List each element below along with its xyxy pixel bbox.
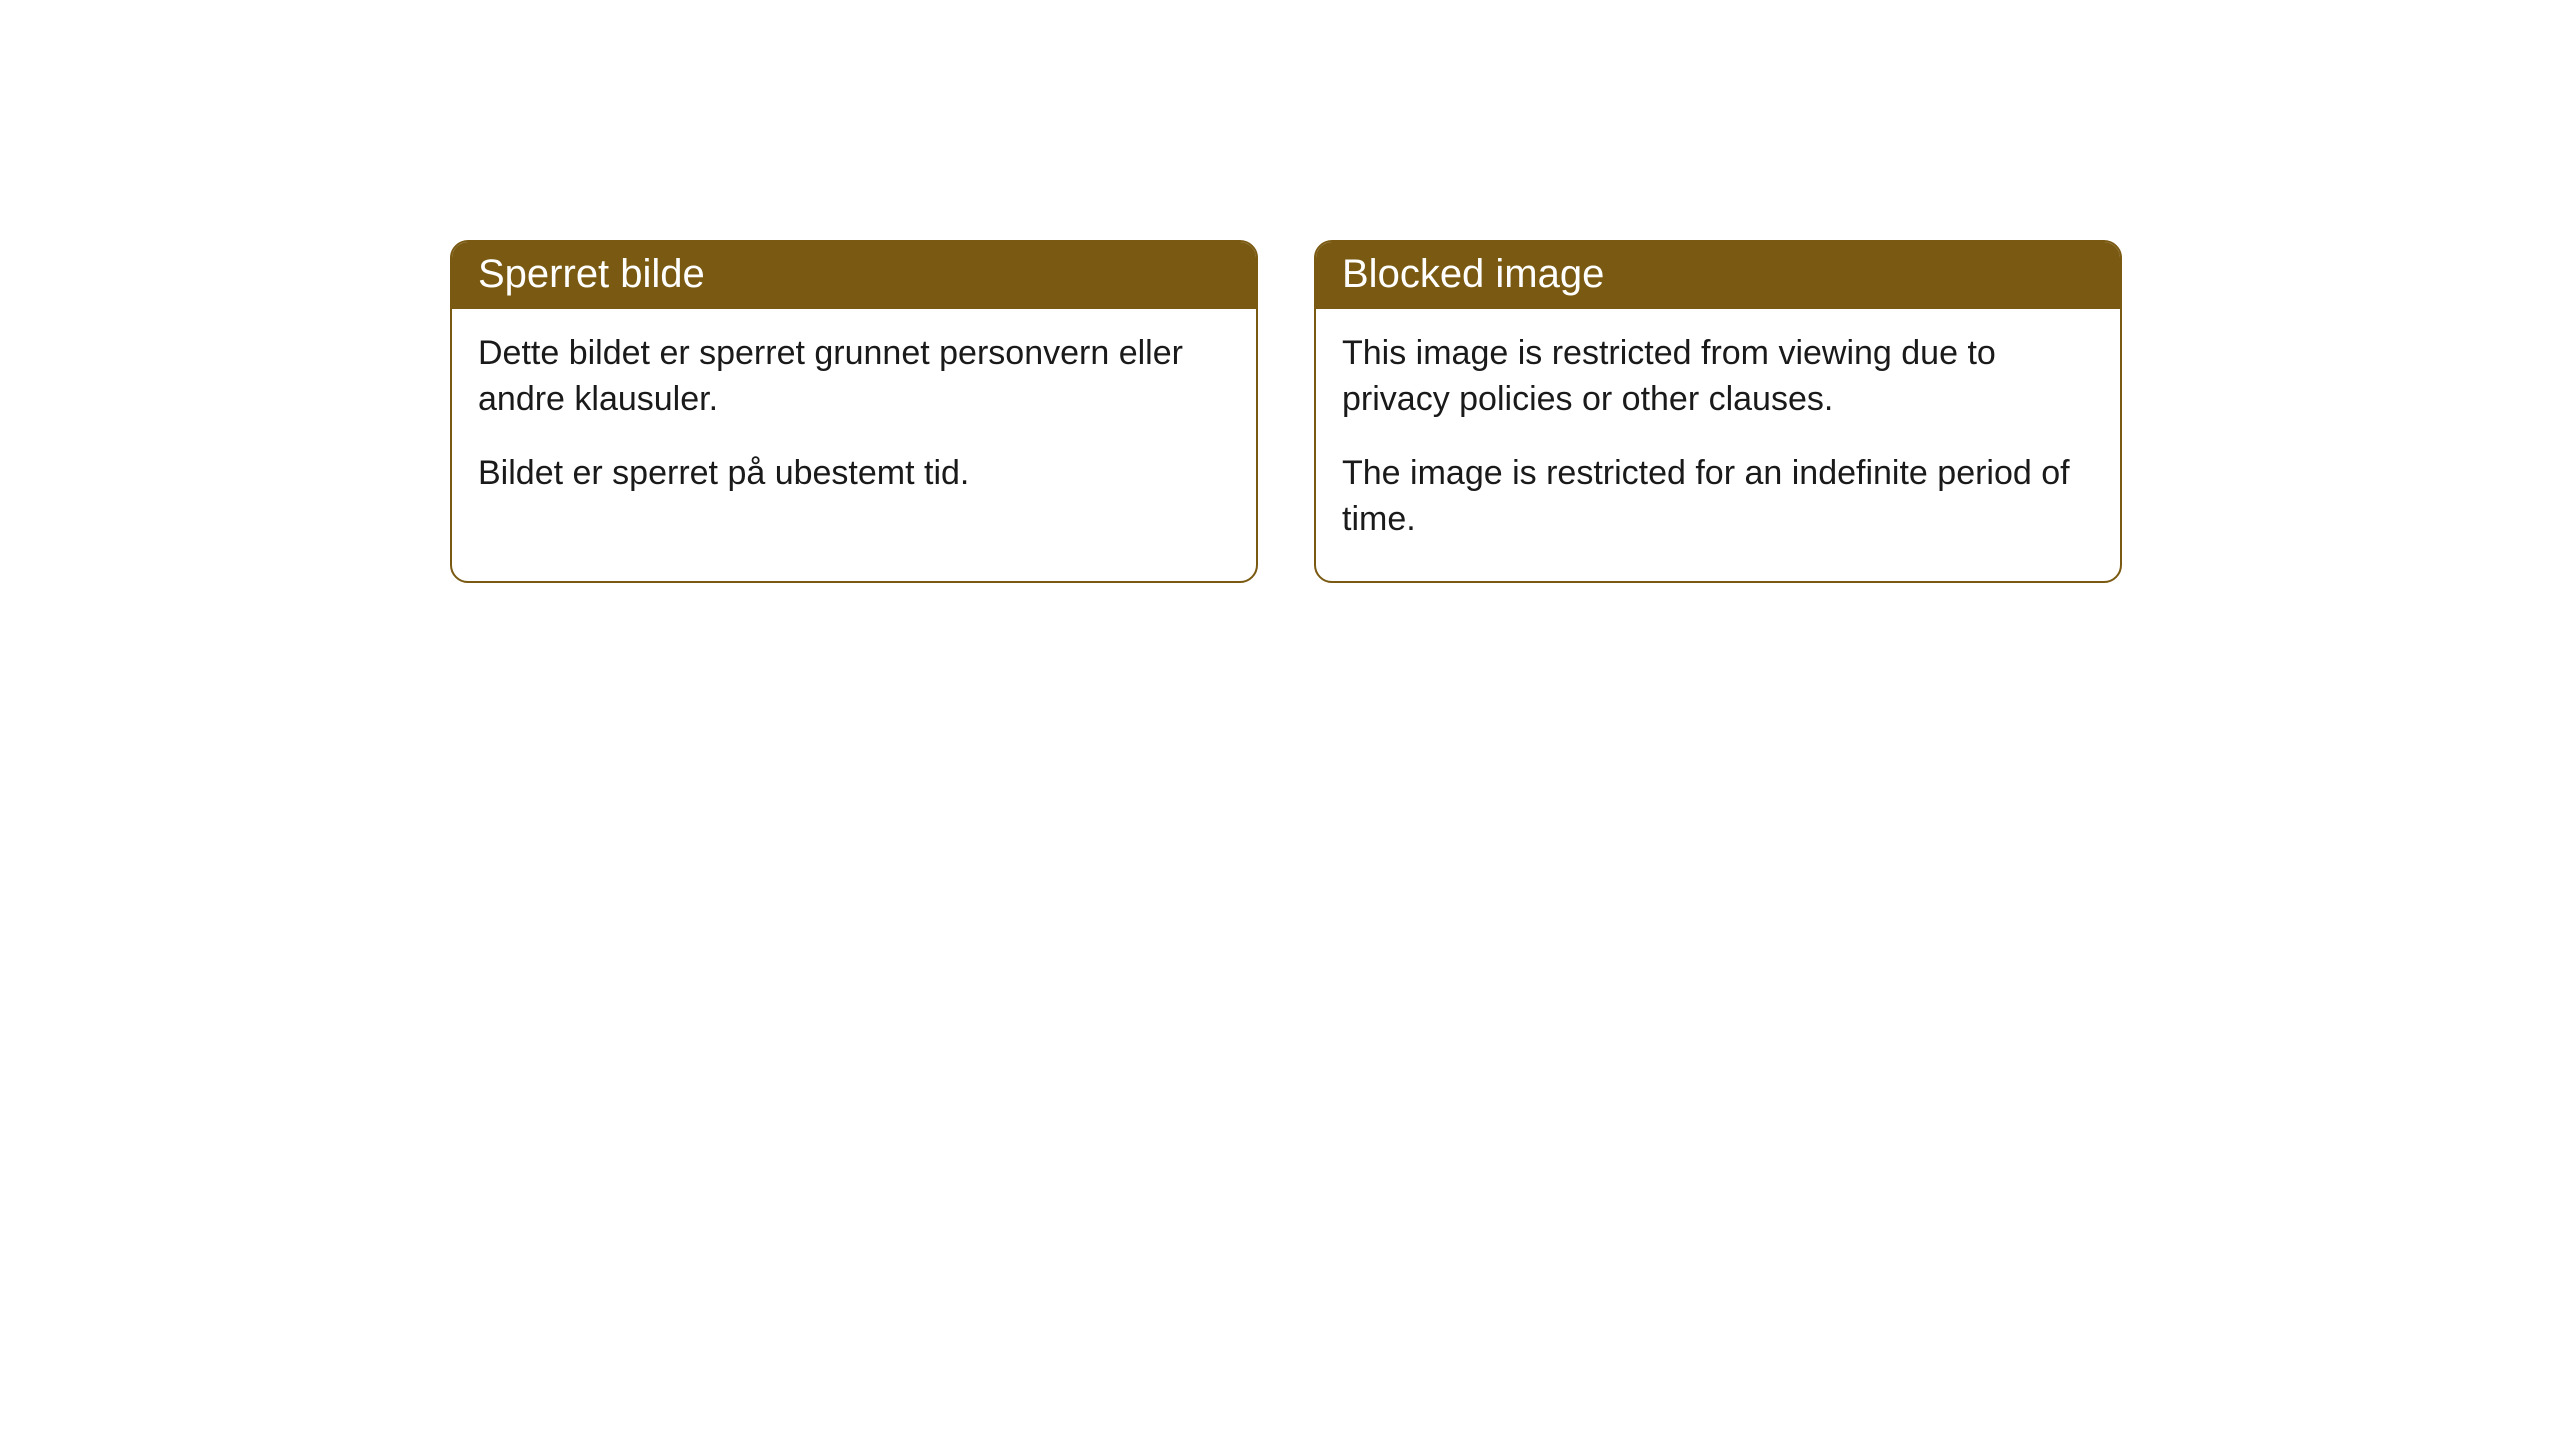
card-paragraph-2-english: The image is restricted for an indefinit… [1342,451,2094,543]
card-header-norwegian: Sperret bilde [452,242,1256,309]
blocked-image-card-norwegian: Sperret bilde Dette bildet er sperret gr… [450,240,1258,583]
card-paragraph-1-english: This image is restricted from viewing du… [1342,331,2094,423]
blocked-image-card-english: Blocked image This image is restricted f… [1314,240,2122,583]
card-title-english: Blocked image [1342,252,1604,296]
card-paragraph-1-norwegian: Dette bildet er sperret grunnet personve… [478,331,1230,423]
cards-container: Sperret bilde Dette bildet er sperret gr… [450,240,2122,583]
card-body-english: This image is restricted from viewing du… [1316,309,2120,581]
card-header-english: Blocked image [1316,242,2120,309]
card-paragraph-2-norwegian: Bildet er sperret på ubestemt tid. [478,451,1230,497]
card-body-norwegian: Dette bildet er sperret grunnet personve… [452,309,1256,535]
card-title-norwegian: Sperret bilde [478,252,705,296]
